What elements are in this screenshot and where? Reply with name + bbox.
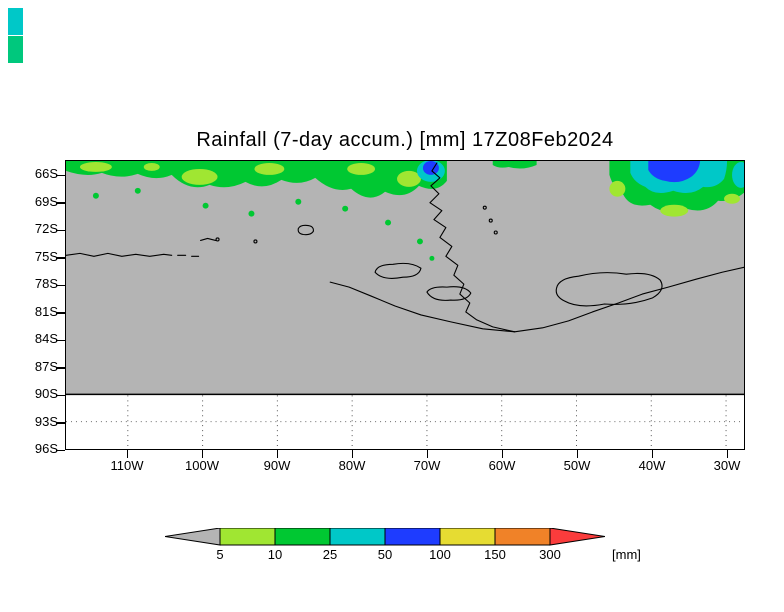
rainfall-shading (66, 161, 744, 261)
lon-tick-mark (126, 450, 128, 458)
lat-tick-mark (56, 284, 65, 286)
lon-tick-mark (726, 450, 728, 458)
colorbar-tick-label: 5 (216, 547, 224, 562)
colorbar-segment-2 (274, 528, 331, 546)
map-plot-area (65, 160, 745, 450)
lon-tick-mark (201, 450, 203, 458)
colorbar-tick-label: 300 (539, 547, 561, 562)
lon-tick-mark (351, 450, 353, 458)
colorbar-segment-0 (165, 528, 221, 546)
lon-tick-mark (276, 450, 278, 458)
lon-tick-label: 90W (263, 458, 291, 473)
colorbar-tick-label: 100 (429, 547, 451, 562)
lon-tick-label: 80W (338, 458, 366, 473)
lat-tick-mark (56, 422, 65, 424)
colorbar-segment-6 (494, 528, 551, 546)
lat-tick-mark (56, 339, 65, 341)
colorbar-segment-3 (329, 528, 386, 546)
lat-tick-mark (56, 449, 65, 451)
lon-tick-label: 30W (713, 458, 741, 473)
colorbar-segment-4 (384, 528, 441, 546)
lon-tick-label: 70W (413, 458, 441, 473)
lon-tick-label: 100W (185, 458, 219, 473)
colorbar-unit-label: [mm] (612, 547, 641, 562)
lat-tick-mark (56, 229, 65, 231)
lon-tick-mark (576, 450, 578, 458)
colorbar-segment-5 (439, 528, 496, 546)
lat-tick-mark (56, 367, 65, 369)
lat-tick-label: 66S (34, 166, 58, 181)
lat-tick-label: 69S (34, 193, 58, 209)
lon-tick-mark (501, 450, 503, 458)
lat-tick-label: 84S (34, 331, 58, 346)
colorbar (165, 528, 605, 546)
map-canvas (66, 161, 744, 449)
lat-tick-label: 87S (34, 358, 58, 374)
colorbar-tick-label: 150 (484, 547, 506, 562)
colorbar-tick-label: 50 (377, 547, 393, 562)
lon-tick-mark (651, 450, 653, 458)
lat-tick-label: 96S (34, 441, 58, 456)
lat-tick-label: 81S (34, 303, 58, 319)
colorbar-tick-label: 25 (322, 547, 338, 562)
coastline-contours (66, 162, 744, 333)
lat-tick-label: 78S (34, 276, 58, 291)
lon-tick-mark (426, 450, 428, 458)
lat-tick-mark (56, 174, 65, 176)
lat-tick-mark (56, 312, 65, 314)
colorbar-tick-label: 10 (267, 547, 283, 562)
lon-tick-label: 50W (563, 458, 591, 473)
plot-title: Rainfall (7-day accum.) [mm] 17Z08Feb202… (196, 129, 614, 151)
lat-tick-label: 93S (34, 413, 58, 429)
colorbar-segment-1 (219, 528, 276, 546)
lon-tick-label: 110W (110, 458, 144, 473)
lat-tick-mark (56, 394, 65, 396)
corner-color-swatch-bottom (8, 36, 23, 63)
lat-tick-mark (56, 257, 65, 259)
colorbar-segment-7 (549, 528, 605, 546)
dotted-gridlines (66, 395, 744, 449)
lat-tick-label: 72S (34, 221, 58, 236)
corner-color-swatch-top (8, 8, 23, 35)
lat-tick-mark (56, 202, 65, 204)
lat-tick-label: 90S (34, 386, 58, 401)
lon-tick-label: 40W (638, 458, 666, 473)
lon-tick-label: 60W (488, 458, 516, 473)
lat-tick-label: 75S (34, 248, 58, 264)
